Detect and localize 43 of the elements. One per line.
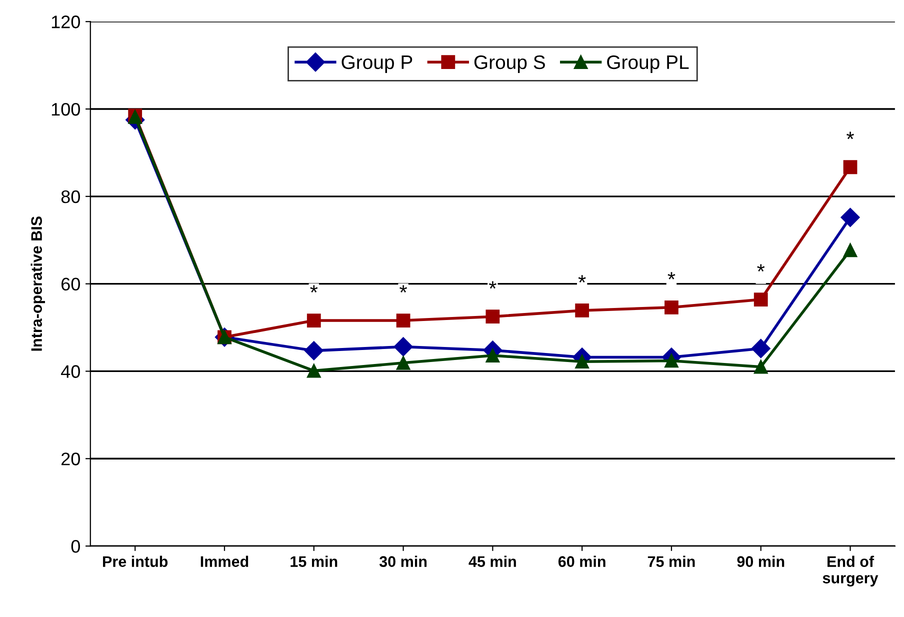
annotation: * [846, 132, 854, 140]
point [486, 348, 500, 362]
point [751, 338, 770, 358]
y-tick-label: 40 [61, 365, 80, 378]
y-tick-label: 0 [71, 540, 80, 553]
point [304, 341, 324, 360]
legend-label: Group PL [607, 55, 689, 73]
point [754, 360, 768, 374]
point [486, 310, 500, 324]
x-tick-label: 75 min [648, 556, 695, 567]
x-tick-label: 30 min [379, 556, 427, 568]
annotation: * [668, 272, 676, 280]
point [843, 160, 858, 174]
legend-label: Group P [342, 55, 412, 73]
point [396, 314, 410, 328]
point [754, 292, 768, 306]
annotation: * [310, 285, 318, 293]
point [306, 364, 321, 378]
y-axis-title: Intra-operative BIS [30, 216, 45, 351]
y-tick-label: 20 [62, 452, 80, 466]
point [840, 208, 860, 227]
annotation: * [488, 281, 496, 289]
point [664, 300, 678, 314]
y-tick-label: 100 [52, 102, 80, 116]
point [843, 243, 858, 258]
y-tick-label: 60 [62, 278, 80, 291]
x-tick-label: 45 min [468, 556, 516, 567]
x-tick-label: End of surgery [822, 556, 878, 587]
point [306, 314, 321, 328]
x-tick-label: 90 min [737, 556, 784, 567]
annotation: * [757, 264, 765, 272]
x-tick-label: 15 min [290, 556, 338, 567]
y-tick-label: 120 [52, 16, 80, 28]
legend-label: Group S [474, 55, 545, 73]
annotation: * [400, 285, 408, 293]
x-tick-label: Immed [200, 556, 248, 567]
point [394, 337, 413, 356]
x-tick-label: 60 min [558, 556, 606, 567]
x-tick-label: Pre intub [103, 556, 168, 567]
point [575, 304, 590, 318]
point [396, 356, 410, 370]
y-tick-label: 80 [61, 190, 80, 204]
annotation: * [578, 275, 586, 282]
